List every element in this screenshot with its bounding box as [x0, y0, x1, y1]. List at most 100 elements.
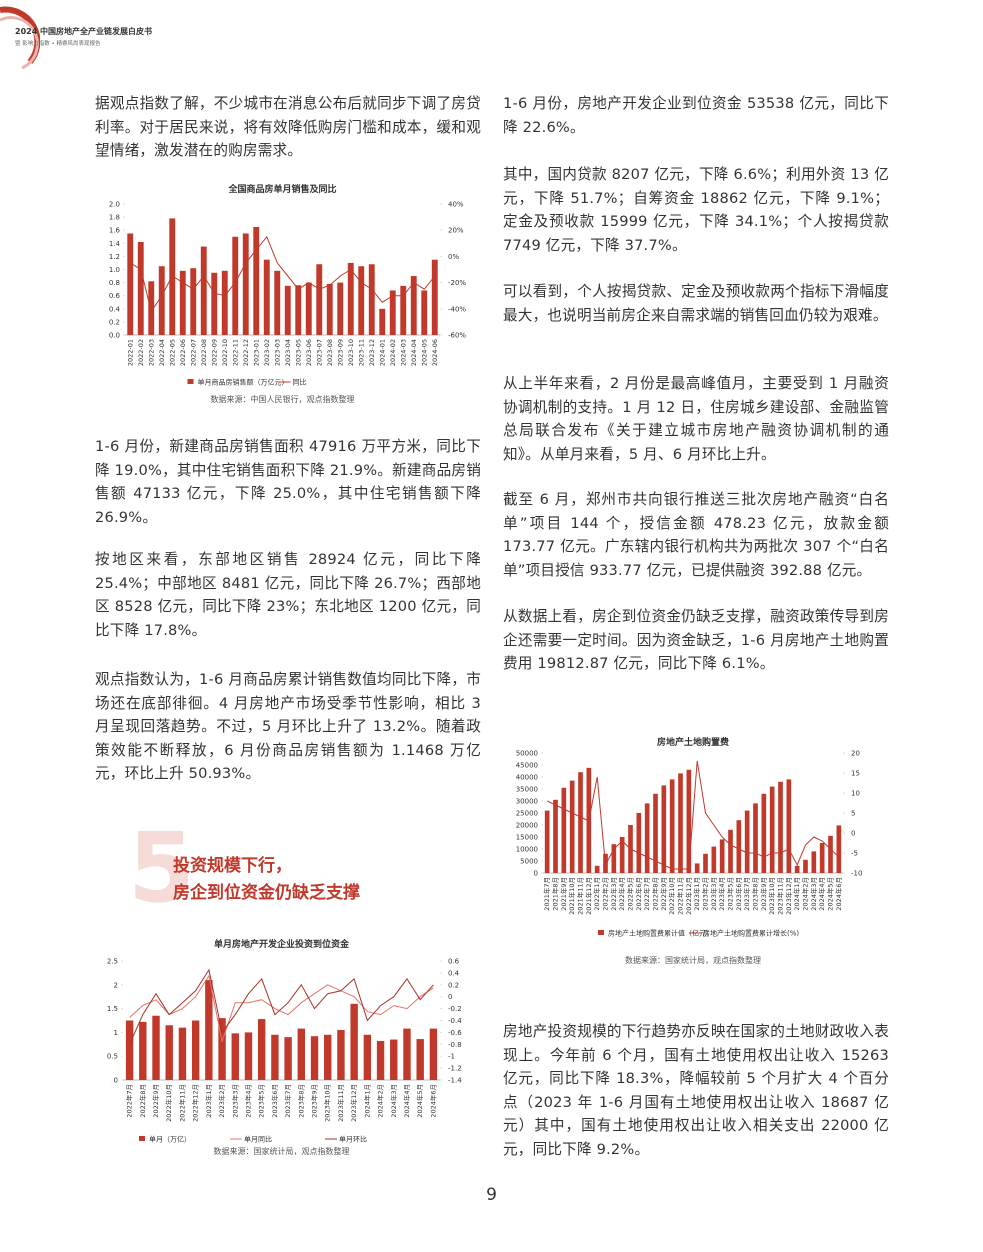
paragraph: 从数据上看，房企到位资金仍缺乏支撑，融资政策传导到房企还需要一定时间。因为资金缺…	[503, 608, 889, 672]
y2-tick-label: 15	[851, 770, 860, 778]
chart-title: 全国商品房单月销售及同比	[227, 183, 336, 195]
x-tick-label: 2024年5月	[415, 1084, 424, 1118]
y-tick-label: 0.8	[109, 279, 120, 287]
bar	[231, 1033, 239, 1080]
header-title: 2024 中国房地产全产业链发展白皮书	[15, 27, 153, 36]
chart-title: 单月房地产开发企业投资到位资金	[214, 938, 350, 950]
bar	[653, 793, 658, 873]
y-tick-label: 2.0	[109, 201, 120, 209]
bar	[205, 980, 213, 1080]
x-tick-label: 2023年8月	[751, 877, 760, 911]
paragraph: 其中，国内贷款 8207 亿元，下降 6.6%；利用外资 13 亿元，下降 51…	[503, 166, 889, 254]
x-tick-label: 2023年12月	[784, 877, 793, 915]
bar	[416, 1039, 424, 1080]
x-tick-label: 2022-04	[158, 339, 166, 366]
y-tick-label: 1.5	[107, 1005, 118, 1013]
bar	[127, 233, 134, 335]
x-tick-label: 2022年12月	[684, 877, 693, 915]
chart-source: 数据来源：中国人民银行，观点指数整理	[211, 394, 355, 404]
y2-tick-label: 0.4	[448, 969, 460, 977]
bar	[253, 226, 260, 335]
bar	[711, 846, 717, 873]
y-tick-label: 10000	[516, 846, 538, 854]
bar	[594, 865, 600, 873]
bar	[836, 825, 842, 873]
x-tick-label: 2022年1月	[592, 877, 601, 911]
x-tick-label: 2022年11月	[177, 1084, 186, 1122]
x-tick-label: 2023年2月	[701, 877, 710, 911]
x-tick-label: 2022-12	[242, 339, 250, 366]
y-tick-label: 0.0	[109, 332, 120, 340]
y2-tick-label: -1.4	[448, 1077, 462, 1085]
bar	[244, 1032, 253, 1080]
bar	[158, 266, 165, 335]
x-tick-label: 2023年11月	[336, 1084, 345, 1122]
bar	[578, 772, 583, 873]
x-tick-label: 2024年2月	[376, 1084, 385, 1118]
y2-tick-label: -1.2	[448, 1065, 462, 1073]
bar	[152, 1015, 160, 1080]
y-tick-label: 0.5	[107, 1053, 118, 1061]
y-tick-label: 1.8	[109, 214, 120, 222]
y-tick-label: 2	[114, 981, 118, 989]
bar	[190, 268, 197, 335]
bar	[644, 803, 650, 873]
bar	[753, 803, 758, 873]
x-tick-label: 2023-06	[305, 339, 313, 366]
y2-tick-label: -1	[448, 1053, 455, 1061]
x-tick-label: 2022年7月	[642, 877, 651, 911]
bar	[178, 1027, 187, 1080]
x-tick-label: 2024年4月	[402, 1084, 411, 1118]
paragraph: 可以看到，个人按揭贷款、定金及预收款两个指标下滑幅度最大，也说明当前房企来自需求…	[503, 283, 889, 324]
bar	[368, 264, 375, 335]
x-tick-label: 2023年3月	[230, 1084, 239, 1118]
chart: 房地产土地购置费 0 5000 10000 15000 20000 25000 30000 35…	[516, 736, 863, 965]
paragraph: 截至 6 月，郑州市共向银行推送三批次房地产融资“白名单”项目 144 个，授信…	[503, 491, 889, 579]
bar	[719, 839, 725, 873]
x-tick-label: 2023-10	[347, 339, 355, 366]
y-tick-label: 1.0	[109, 266, 120, 274]
y2-tick-label: -10	[851, 870, 862, 878]
y2-tick-label: 40%	[448, 201, 464, 209]
x-tick-label: 2023-01	[252, 339, 260, 366]
bar	[686, 769, 692, 873]
x-tick-label: 2023年5月	[726, 877, 735, 911]
x-tick-label: 2021年7月	[542, 877, 551, 911]
x-tick-label: 2023-03	[273, 339, 281, 366]
legend-label: 单月（万亿）	[149, 1135, 191, 1144]
y-tick-label: 0	[114, 1077, 118, 1085]
y2-tick-label: 20	[851, 750, 860, 758]
bar	[358, 266, 365, 335]
x-tick-label: 2024年4月	[817, 877, 826, 911]
header-subtitle: 暨 影响力指数 • 精睿风尚表现报告	[15, 41, 101, 47]
x-tick-label: 2022年3月	[609, 877, 618, 911]
chart-source: 数据来源：国家统计局，观点指数整理	[625, 955, 761, 965]
line-series	[129, 968, 434, 1045]
paragraph: 观点指数认为，1-6 月商品房累计销售数值均同比下降，市场还在底部徘徊。4 月房…	[95, 671, 481, 782]
y2-tick-label: 0.2	[448, 981, 459, 989]
x-tick-label: 2023年4月	[243, 1084, 252, 1118]
legend-swatch	[187, 379, 194, 384]
legend-label: 房地产土地购置费累计增长(%)	[703, 929, 799, 938]
bar	[736, 820, 742, 873]
x-tick-label: 2022-07	[189, 339, 197, 366]
bar	[337, 282, 344, 335]
bar	[324, 1034, 332, 1080]
bar	[310, 1036, 319, 1080]
bar	[390, 1039, 398, 1080]
bar	[305, 282, 312, 335]
paragraph: 1-6 月份，新建商品房销售面积 47916 万平方米，同比下降 19.0%，其…	[95, 438, 481, 526]
x-tick-label: 2021年12月	[584, 877, 593, 915]
bar	[218, 1018, 226, 1080]
bar	[191, 1020, 200, 1080]
y2-tick-label: 10	[851, 790, 860, 798]
x-tick-label: 2023年10月	[767, 877, 776, 915]
x-tick-label: 2023-12	[368, 339, 376, 366]
line-series	[129, 974, 434, 1044]
bar	[669, 779, 675, 873]
x-tick-label: 2022-11	[231, 339, 239, 366]
legend-swatch	[139, 1136, 145, 1141]
x-tick-label: 2021年10月	[567, 877, 576, 915]
y2-tick-label: 0	[851, 830, 855, 838]
y-tick-label: 20000	[516, 822, 538, 830]
